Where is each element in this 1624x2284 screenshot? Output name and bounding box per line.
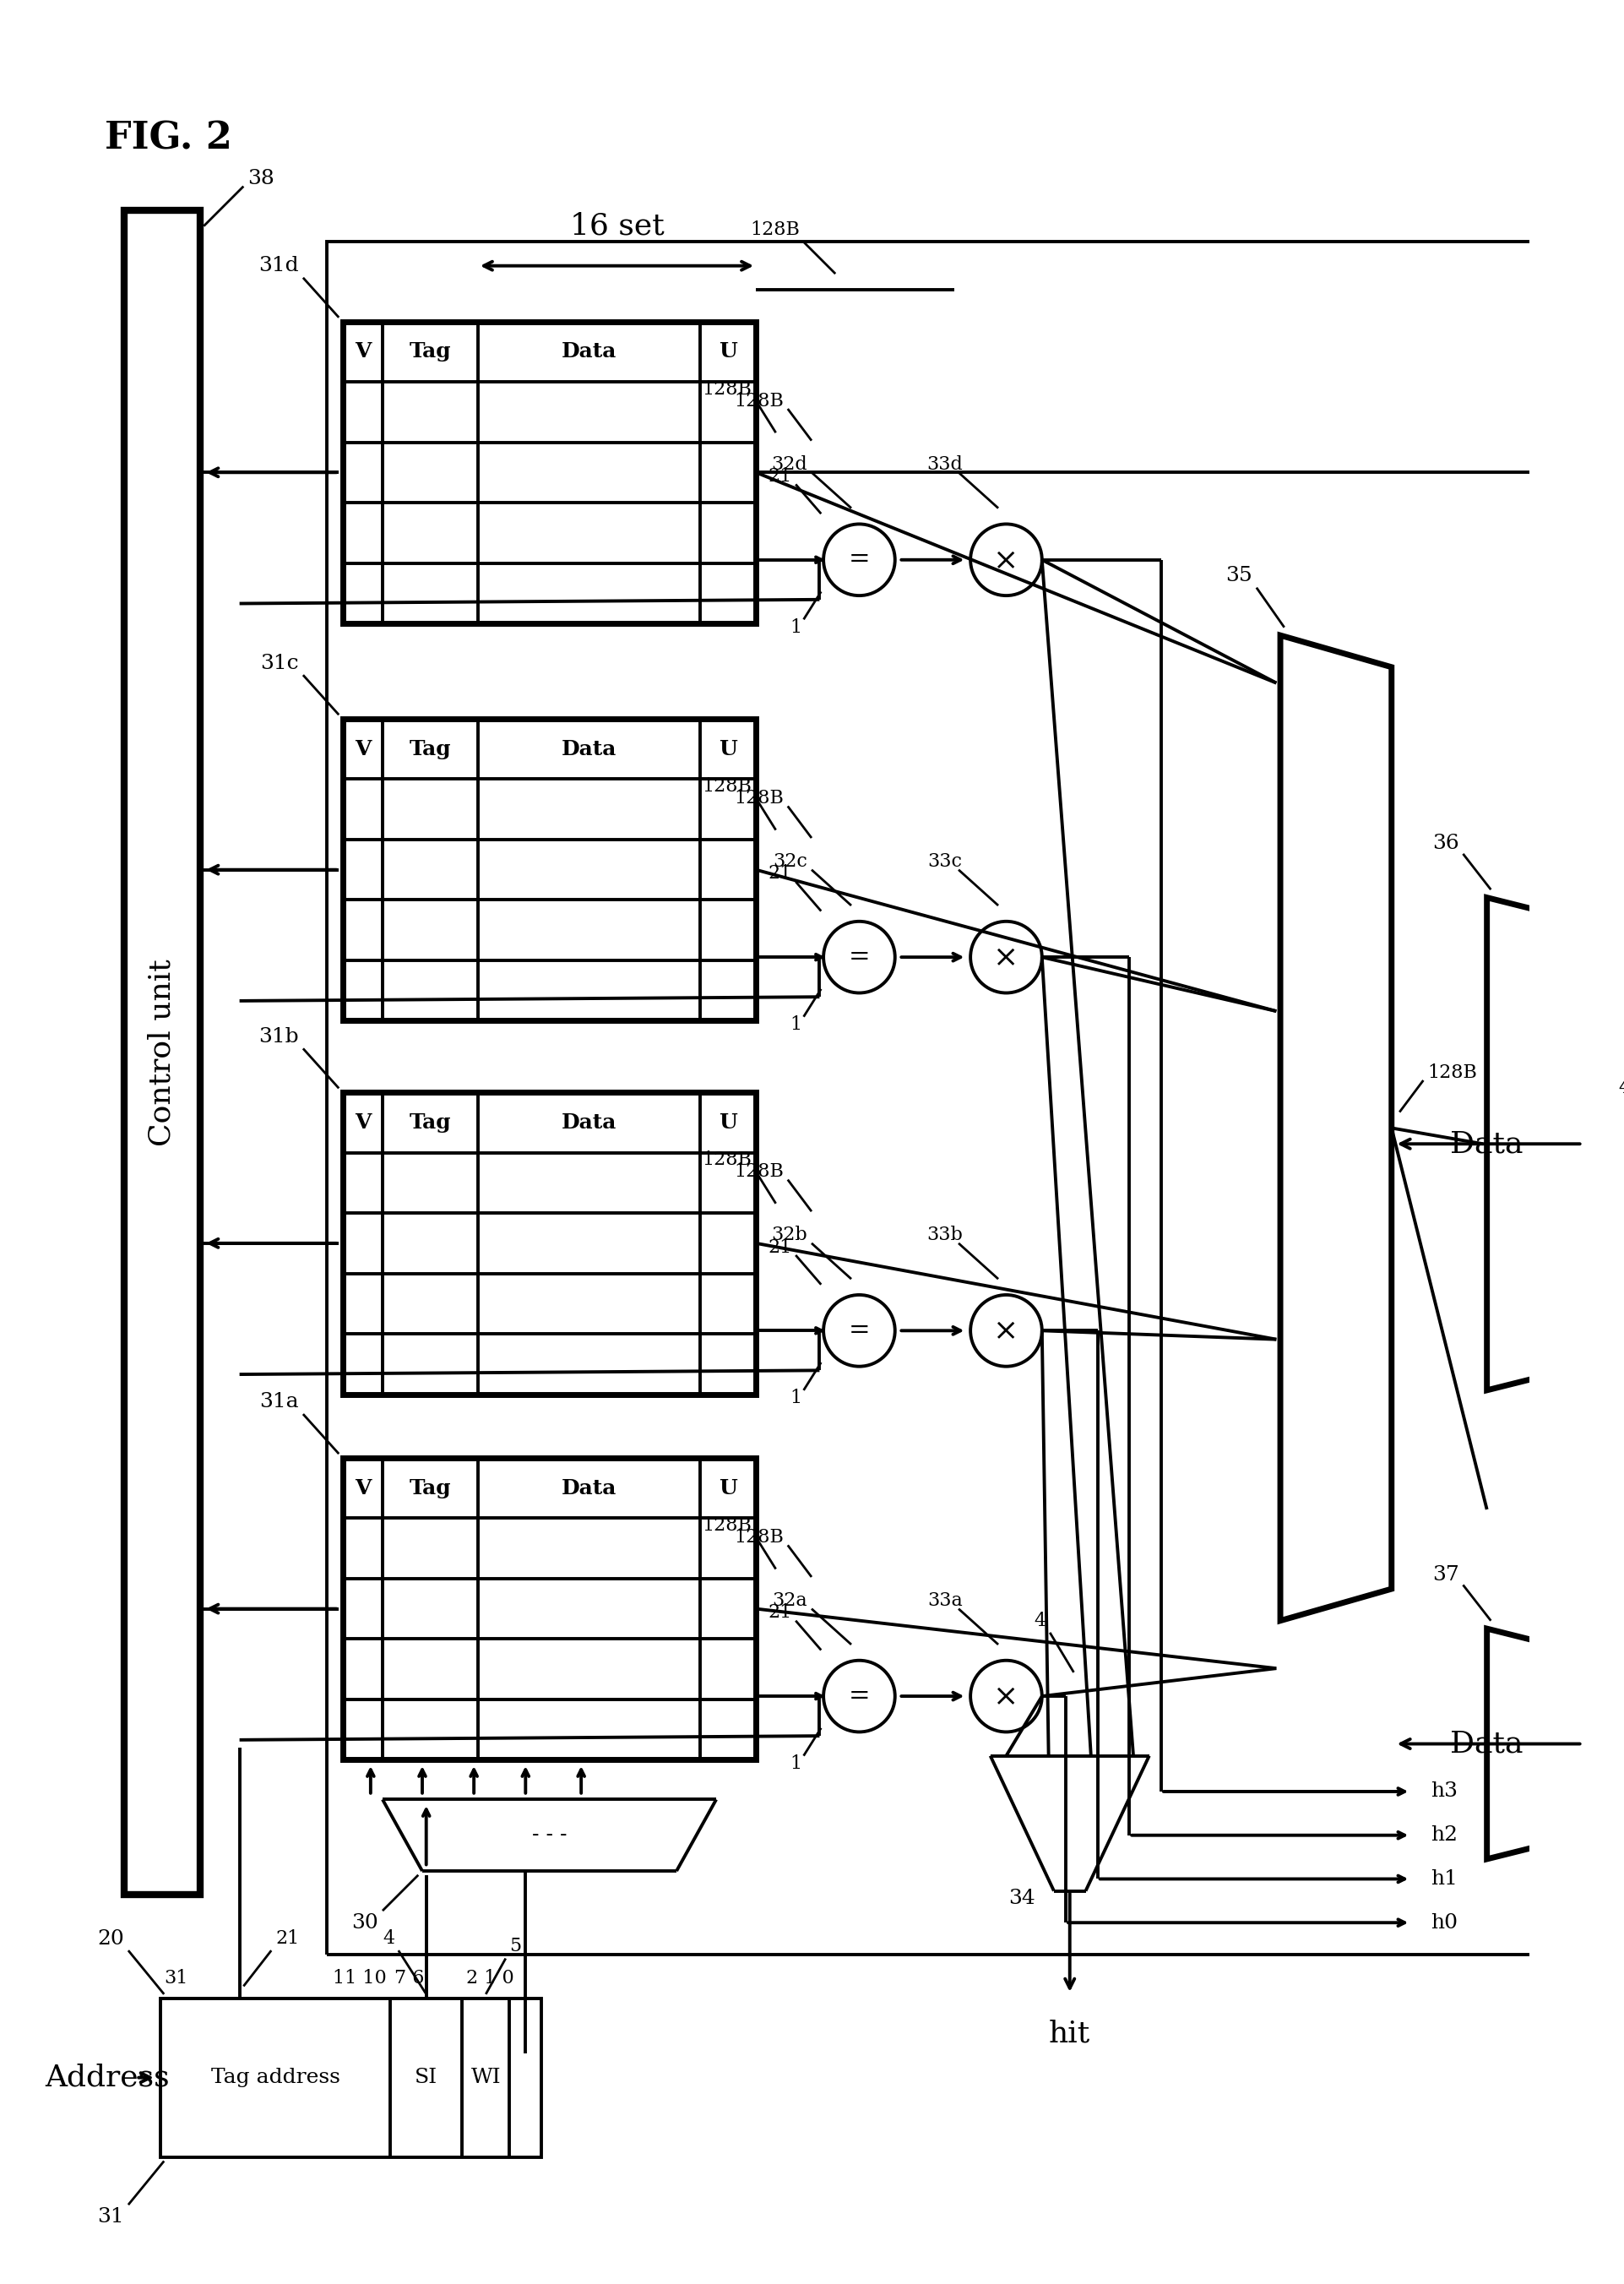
Text: Data: Data <box>562 1112 617 1133</box>
Text: - - -: - - - <box>531 1825 567 1845</box>
Text: 2 1 0: 2 1 0 <box>466 1969 513 1987</box>
Text: h2: h2 <box>1429 1825 1457 1845</box>
Text: 32a: 32a <box>771 1592 807 1610</box>
Text: Tag: Tag <box>409 1112 451 1133</box>
Text: 31: 31 <box>97 2206 125 2227</box>
Text: U: U <box>718 343 737 361</box>
Bar <box>343 1457 755 1759</box>
Bar <box>326 242 1624 1955</box>
Text: ×: × <box>992 546 1018 573</box>
Text: h1: h1 <box>1429 1868 1457 1889</box>
Text: 33d: 33d <box>926 455 961 473</box>
Text: 21: 21 <box>768 468 791 486</box>
Text: 21: 21 <box>274 1930 299 1948</box>
Text: 4: 4 <box>382 1930 395 1948</box>
Text: ×: × <box>992 1316 1018 1345</box>
Text: Data: Data <box>562 343 617 361</box>
Text: =: = <box>848 1318 869 1343</box>
Bar <box>343 322 755 624</box>
Text: Tag address: Tag address <box>211 2067 339 2088</box>
Text: ×: × <box>992 943 1018 971</box>
Text: Control unit: Control unit <box>148 959 177 1147</box>
Text: 38: 38 <box>247 169 274 187</box>
Text: hit: hit <box>1049 2019 1090 2049</box>
Text: 32b: 32b <box>771 1227 807 1245</box>
Text: V: V <box>354 1478 370 1498</box>
Text: Address: Address <box>45 2062 169 2092</box>
Text: U: U <box>718 1112 737 1133</box>
Text: 1: 1 <box>789 1754 802 1772</box>
Bar <box>125 210 200 1896</box>
Bar <box>343 719 755 1021</box>
Text: 7 6: 7 6 <box>395 1969 424 1987</box>
Text: 34: 34 <box>1009 1889 1034 1909</box>
Text: 11 10: 11 10 <box>333 1969 387 1987</box>
Text: 33b: 33b <box>926 1227 961 1245</box>
Text: =: = <box>848 1683 869 1708</box>
Text: 1: 1 <box>789 1389 802 1407</box>
Text: 4B: 4B <box>1618 1078 1624 1099</box>
Text: 31d: 31d <box>258 256 299 276</box>
Text: 31a: 31a <box>260 1393 299 1412</box>
Text: 128B: 128B <box>702 379 752 397</box>
Text: Data: Data <box>562 738 617 758</box>
Text: 128B: 128B <box>1426 1062 1476 1083</box>
Text: 1: 1 <box>789 619 802 637</box>
Text: 128B: 128B <box>734 1528 783 1546</box>
Text: ×: × <box>992 1681 1018 1711</box>
Text: 33a: 33a <box>927 1592 961 1610</box>
Text: Tag: Tag <box>409 1478 451 1498</box>
Text: U: U <box>718 1478 737 1498</box>
Text: 31b: 31b <box>258 1028 299 1046</box>
Text: 4: 4 <box>1033 1613 1046 1631</box>
Text: 128B: 128B <box>702 1151 752 1169</box>
Text: =: = <box>848 546 869 573</box>
Text: 128B: 128B <box>750 222 799 240</box>
Bar <box>161 1998 541 2156</box>
Text: 31: 31 <box>164 1969 188 1987</box>
Text: 32d: 32d <box>771 455 807 473</box>
Text: U: U <box>718 738 737 758</box>
Text: 128B: 128B <box>734 788 783 809</box>
Text: Tag: Tag <box>409 738 451 758</box>
Text: Data: Data <box>562 1478 617 1498</box>
Text: 36: 36 <box>1431 834 1458 854</box>
Text: 128B: 128B <box>702 1517 752 1535</box>
Text: =: = <box>848 943 869 971</box>
Text: 32c: 32c <box>773 852 807 870</box>
Text: Data: Data <box>1450 1729 1523 1759</box>
Text: Tag: Tag <box>409 343 451 361</box>
Text: V: V <box>354 1112 370 1133</box>
Text: WI: WI <box>471 2067 500 2088</box>
Text: Data: Data <box>1450 1131 1523 1158</box>
Text: 20: 20 <box>97 1928 125 1948</box>
Text: 21: 21 <box>768 1238 791 1256</box>
Text: 1: 1 <box>789 1016 802 1035</box>
Bar <box>343 1092 755 1393</box>
Text: 37: 37 <box>1431 1565 1458 1585</box>
Text: 21: 21 <box>768 1603 791 1622</box>
Text: 35: 35 <box>1224 566 1252 585</box>
Text: 128B: 128B <box>734 391 783 411</box>
Text: V: V <box>354 343 370 361</box>
Text: 128B: 128B <box>734 1163 783 1181</box>
Text: FIG. 2: FIG. 2 <box>104 121 232 158</box>
Text: V: V <box>354 738 370 758</box>
Text: 5: 5 <box>510 1937 521 1955</box>
Text: 33c: 33c <box>927 852 961 870</box>
Text: 30: 30 <box>351 1914 378 1932</box>
Text: h3: h3 <box>1429 1782 1457 1802</box>
Text: 21: 21 <box>768 863 791 884</box>
Text: 31c: 31c <box>260 653 299 674</box>
Text: 128B: 128B <box>702 777 752 795</box>
Text: h0: h0 <box>1429 1914 1457 1932</box>
Text: 16 set: 16 set <box>570 212 664 240</box>
Text: SI: SI <box>414 2067 437 2088</box>
